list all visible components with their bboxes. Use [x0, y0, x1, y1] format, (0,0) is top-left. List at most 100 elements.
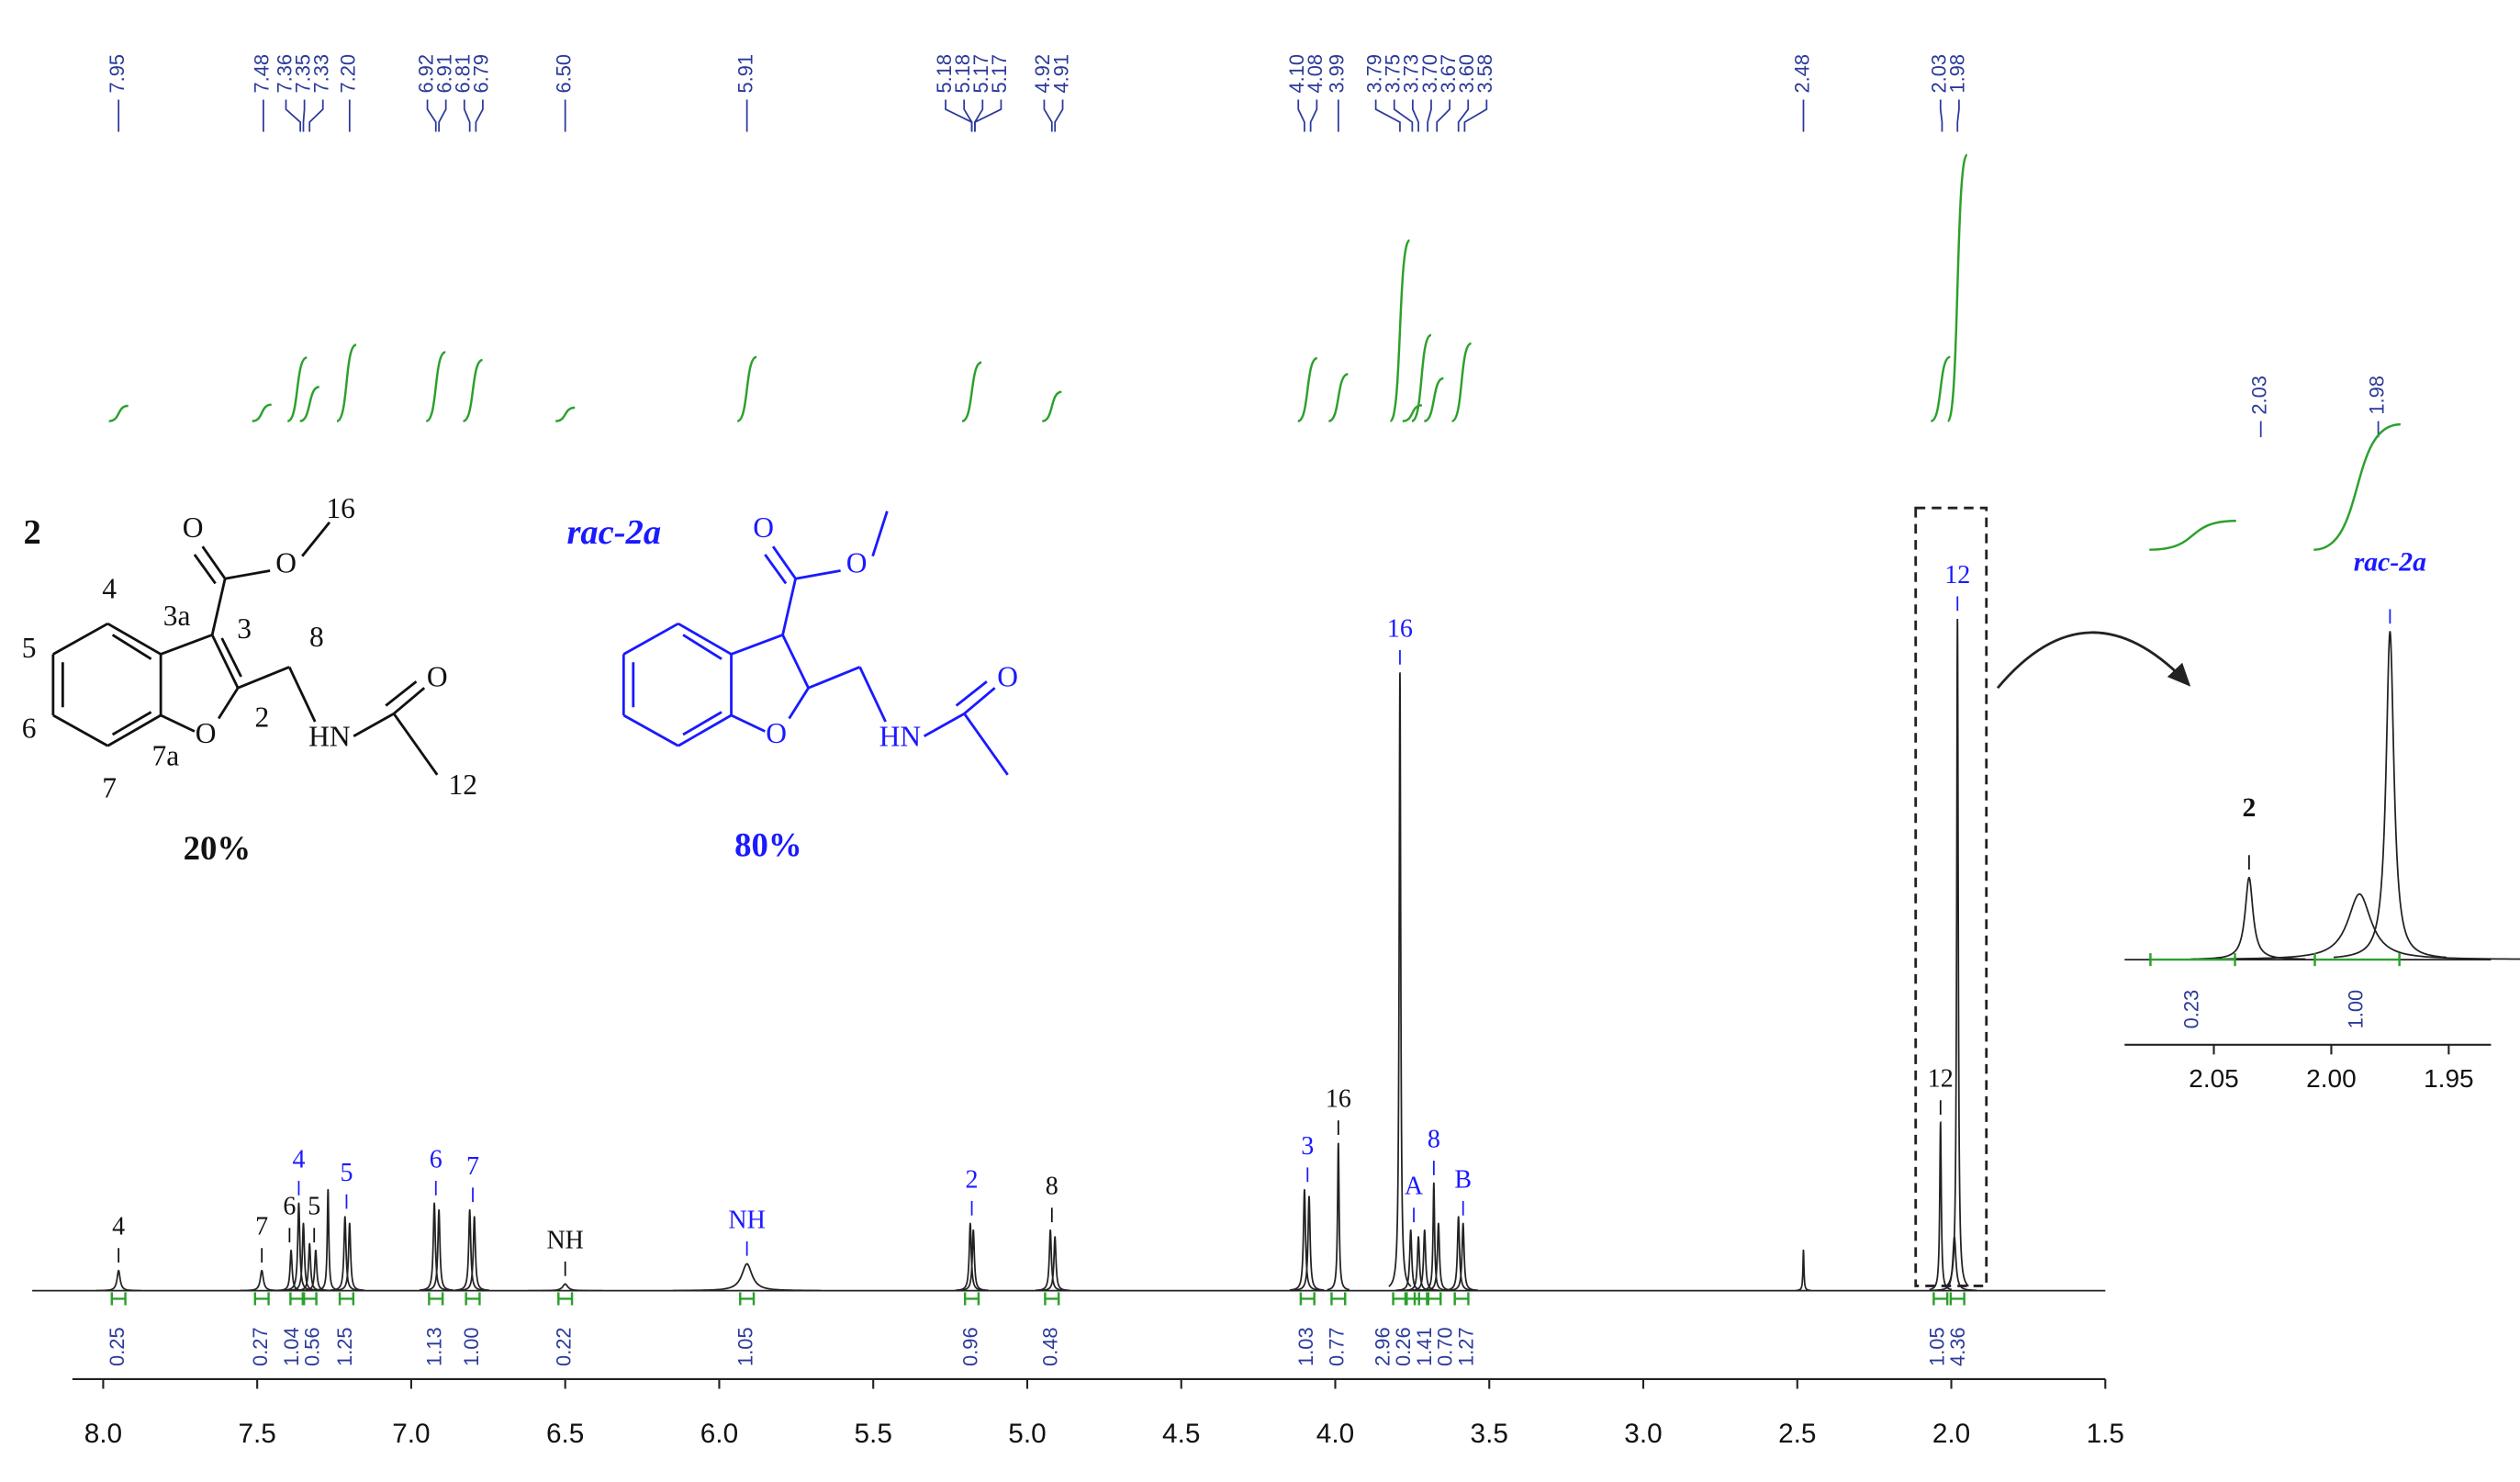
peak: [96, 1269, 141, 1292]
peak-annotation: 16: [1326, 1085, 1351, 1114]
atom-label: O: [183, 511, 204, 544]
atom-label: 7a: [152, 739, 180, 771]
peak: [1448, 1222, 1478, 1292]
x-tick-label: 2.0: [1932, 1419, 1970, 1449]
integral-label: 1.05: [1925, 1327, 1948, 1366]
shift-label: 3.75: [1382, 54, 1405, 94]
shift-tick: [1411, 99, 1419, 132]
shift-label: 2.03: [1928, 54, 1951, 94]
peak: [334, 1222, 364, 1292]
integral-curve: [336, 343, 357, 422]
shift-label: 7.48: [251, 54, 274, 94]
peak-annotation: 7: [466, 1152, 479, 1181]
x-tick-label: 7.0: [392, 1419, 430, 1449]
integral-range: [963, 1292, 980, 1306]
shift-label: 6.50: [552, 54, 575, 94]
x-tick-label: 5.5: [855, 1419, 892, 1449]
bond: [764, 554, 788, 585]
x-tick-label: 6.0: [700, 1419, 738, 1449]
integral-label: 0.48: [1039, 1327, 1062, 1366]
shift-label: 3.67: [1437, 54, 1460, 94]
x-tick-label: 5.0: [1008, 1419, 1046, 1449]
bond: [287, 666, 317, 723]
peak-annotation: B: [1454, 1165, 1472, 1194]
shift-tick: [1054, 99, 1064, 132]
peak-annotation: 2: [2242, 792, 2256, 823]
atom-label: 7: [102, 772, 117, 804]
peak: [1443, 1216, 1473, 1291]
bond: [385, 680, 418, 707]
x-tick-label: 2.5: [1778, 1419, 1816, 1449]
peak: [1040, 1236, 1070, 1292]
integral-label: 4.36: [1946, 1327, 1969, 1366]
bond: [210, 634, 240, 689]
integral-curve: [108, 404, 129, 422]
peak-annotation: NH: [546, 1226, 583, 1254]
integral-range: [1330, 1292, 1347, 1306]
shift-label: 2.03: [2247, 376, 2270, 415]
bond: [622, 622, 679, 656]
bond: [201, 545, 227, 579]
peak-annotation: 4: [292, 1145, 305, 1173]
bond: [393, 687, 426, 715]
integral-label: 1.00: [2344, 990, 2367, 1029]
shift-tick: [1436, 99, 1450, 132]
shift-tick: [426, 99, 437, 132]
integral-range: [557, 1292, 574, 1306]
integral-label: 1.00: [460, 1327, 483, 1366]
x-tick-label: 3.0: [1624, 1419, 1662, 1449]
peak-annotation: 5: [340, 1159, 353, 1187]
integral-label: 0.26: [1392, 1327, 1415, 1366]
bond: [795, 569, 841, 580]
shift-label: 6.91: [432, 54, 455, 94]
peak: [295, 1242, 325, 1292]
shift-label: 7.33: [310, 54, 333, 94]
integral-label: 0.77: [1326, 1327, 1349, 1366]
peak: [955, 1222, 986, 1292]
integral-label: 1.05: [734, 1327, 756, 1366]
atom-label: 4: [102, 572, 117, 604]
bond: [160, 713, 196, 733]
integral-label: 0.70: [1434, 1327, 1457, 1366]
compound-yield: 80%: [734, 826, 802, 864]
atom-label: 3: [237, 612, 252, 645]
shift-label: 1.98: [1946, 54, 1969, 94]
shift-label: 6.92: [414, 54, 437, 94]
peak: [423, 1209, 454, 1291]
atom-label: O: [196, 717, 217, 749]
bond: [111, 711, 152, 736]
integral-range: [2149, 953, 2236, 967]
integral-label: 1.13: [423, 1327, 446, 1366]
bond: [858, 666, 887, 723]
integral-range: [1453, 1292, 1470, 1306]
integral-range: [1949, 1292, 1966, 1306]
integral-label: 0.22: [552, 1327, 575, 1366]
integral-curve: [1389, 239, 1411, 422]
integral-label: 1.04: [280, 1327, 303, 1366]
atom-label: O: [427, 661, 448, 693]
integral-range: [338, 1292, 355, 1306]
x-tick-label: 8.0: [84, 1419, 122, 1449]
atom-label: O: [766, 717, 787, 749]
shift-label: 7.36: [273, 54, 296, 94]
shift-tick: [475, 99, 484, 132]
bond: [217, 687, 240, 720]
peak: [300, 1249, 331, 1292]
shift-label: 7.95: [106, 54, 129, 94]
peak: [240, 1269, 285, 1292]
shift-label: 2.48: [1790, 54, 1813, 94]
x-tick-label: 1.5: [2087, 1419, 2124, 1449]
bond: [871, 511, 889, 557]
shift-label: 5.17: [988, 54, 1011, 94]
bond: [788, 687, 810, 720]
integral-label: 2.96: [1371, 1327, 1394, 1366]
integral-curve: [1450, 342, 1473, 422]
shift-label: 3.70: [1418, 54, 1441, 94]
peak-annotation: 5: [308, 1193, 320, 1221]
atom-label: 8: [309, 621, 324, 653]
integral-range: [1299, 1292, 1316, 1306]
bond: [193, 554, 217, 585]
bond: [963, 687, 996, 715]
